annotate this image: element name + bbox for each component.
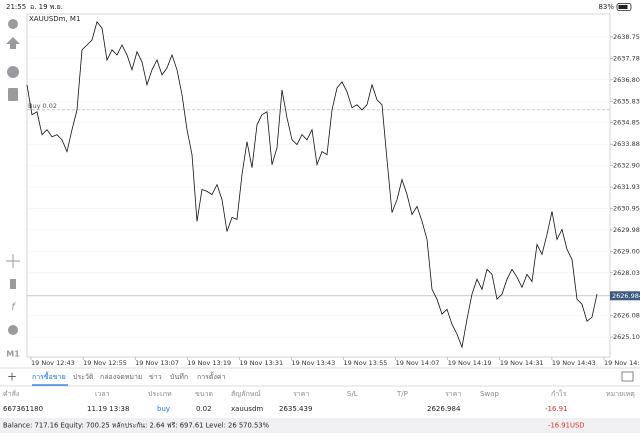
current-price-label: 2626.984 bbox=[612, 292, 640, 300]
table-cell: -16.91 bbox=[545, 405, 568, 413]
current-price-box bbox=[610, 291, 640, 301]
x-tick-label: 19 Nov 14:43 bbox=[552, 359, 596, 367]
tab[interactable]: การตั้งค่า bbox=[197, 370, 226, 381]
table-cell: 11.19 13:38 bbox=[87, 405, 129, 413]
y-tick-label: 2637.780 bbox=[613, 54, 640, 62]
tab[interactable]: กล่องจดหมาย bbox=[100, 373, 142, 381]
y-tick-label: 2629.005 bbox=[613, 247, 640, 255]
table-header: ขนาด bbox=[195, 390, 213, 398]
tool-icon[interactable] bbox=[10, 279, 16, 289]
table-cell: 0.02 bbox=[196, 405, 212, 413]
layout-icon[interactable] bbox=[621, 371, 634, 382]
tool-icon[interactable] bbox=[8, 88, 18, 101]
table-cell: 667361180 bbox=[3, 405, 43, 413]
table-header: S/L bbox=[347, 390, 358, 398]
x-tick-label: 19 Nov 13:43 bbox=[291, 359, 335, 367]
tab[interactable]: ข่าว bbox=[149, 373, 162, 381]
y-tick-label: 2628.030 bbox=[613, 269, 640, 277]
battery-level bbox=[618, 5, 628, 9]
x-tick-label: 19 Nov 13:19 bbox=[187, 359, 231, 367]
toolbar bbox=[6, 19, 20, 335]
table-header: สัญลักษณ์ bbox=[231, 390, 261, 398]
x-tick-label: 19 Nov 12:55 bbox=[83, 359, 127, 367]
y-tick-label: 2632.905 bbox=[613, 162, 640, 170]
y-tick-label: 2625.105 bbox=[613, 333, 640, 341]
table-header: คำสั่ง bbox=[3, 389, 19, 398]
table-header: หมายเหตุ bbox=[606, 390, 635, 398]
y-tick-label: 2629.980 bbox=[613, 226, 640, 234]
y-tick-label: 2638.755 bbox=[613, 33, 640, 41]
x-tick-label: 19 Nov 13:55 bbox=[344, 359, 388, 367]
y-tick-label: 2630.955 bbox=[613, 204, 640, 212]
function-icon[interactable]: f bbox=[11, 302, 16, 313]
table-header: ประเภท bbox=[148, 390, 172, 398]
table-header: ราคา bbox=[293, 390, 309, 398]
table-cell: buy bbox=[157, 405, 170, 413]
x-tick-label: 19 Nov 13:31 bbox=[239, 359, 283, 367]
price-line bbox=[26, 21, 598, 349]
footer-total: -16.91 bbox=[548, 422, 570, 430]
table-header: เวลา bbox=[95, 390, 110, 398]
tool-icon[interactable] bbox=[7, 66, 19, 78]
tool-icon[interactable] bbox=[6, 254, 20, 268]
timeframe[interactable]: M1 bbox=[6, 350, 20, 359]
y-tick-label: 2631.930 bbox=[613, 183, 640, 191]
x-tick-label: 19 Nov 14:07 bbox=[396, 359, 440, 367]
table-cell: xauusdm bbox=[231, 405, 263, 413]
y-tick-label: 2633.880 bbox=[613, 140, 640, 148]
order-label: Buy 0.02 bbox=[28, 102, 57, 110]
chart-frame bbox=[26, 13, 611, 358]
table-cell: 2635.439 bbox=[279, 405, 312, 413]
table-header: Swap bbox=[480, 390, 499, 398]
tool-icon[interactable] bbox=[8, 325, 18, 335]
x-tick-label: 19 Nov 13:07 bbox=[135, 359, 179, 367]
y-tick-label: 2626.080 bbox=[613, 312, 640, 320]
table-header: T/P bbox=[396, 390, 408, 398]
footer-currency: USD bbox=[570, 422, 585, 430]
footer-bar bbox=[0, 418, 640, 433]
table-cell: 2626.984 bbox=[427, 405, 461, 413]
tab[interactable]: ประวัติ bbox=[73, 373, 94, 381]
x-tick-label: 19 Nov 14:19 bbox=[448, 359, 492, 367]
footer-summary: Balance: 717.16 Equity: 700.25 หลักประกั… bbox=[3, 422, 270, 430]
status-time: 21:55 bbox=[6, 3, 26, 11]
add-button[interactable]: + bbox=[7, 370, 17, 384]
chart-title: XAUUSDm, M1 bbox=[29, 15, 80, 23]
table-header: ราคา bbox=[445, 390, 461, 398]
y-tick-label: 2634.855 bbox=[613, 119, 640, 127]
status-battery: 83% bbox=[598, 3, 614, 11]
tab[interactable]: การซื้อขาย bbox=[32, 370, 66, 381]
x-tick-label: 19 Nov 14:55 bbox=[604, 359, 640, 367]
x-tick-label: 19 Nov 14:31 bbox=[500, 359, 544, 367]
tool-icon[interactable] bbox=[6, 37, 20, 49]
tool-icon[interactable] bbox=[8, 19, 18, 29]
tab[interactable]: บันทึก bbox=[170, 372, 188, 381]
table-header: กำไร bbox=[551, 389, 567, 398]
battery-icon bbox=[616, 3, 632, 11]
y-tick-label: 2636.805 bbox=[613, 76, 640, 84]
y-tick-label: 2635.830 bbox=[613, 97, 640, 105]
x-tick-label: 19 Nov 12:43 bbox=[31, 359, 75, 367]
status-date: อ. 19 พ.ย. bbox=[30, 3, 63, 11]
